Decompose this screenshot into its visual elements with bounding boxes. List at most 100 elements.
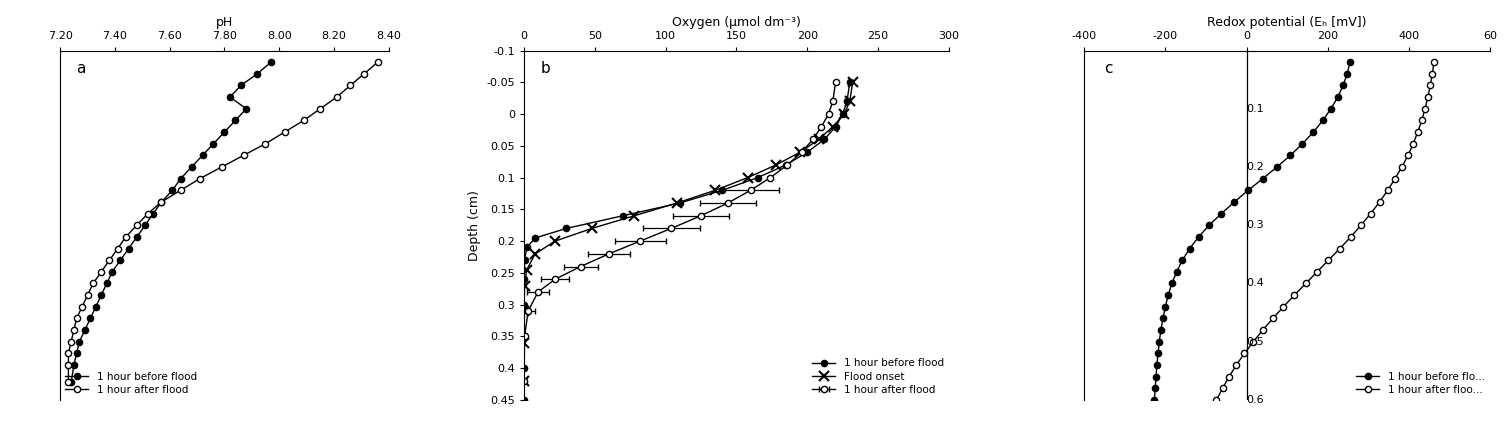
1 hour before flood: [135, 223, 154, 228]
1 hour after flood: [152, 200, 170, 205]
Flood onset: [768, 163, 786, 168]
1 hour before flood: [515, 277, 533, 282]
1 hour after floo...: [1308, 269, 1326, 274]
Flood onset: [739, 175, 757, 180]
Text: c: c: [1105, 61, 1114, 76]
1 hour before flo...: [1199, 223, 1218, 228]
1 hour before flo...: [1168, 269, 1186, 274]
Line: 1 hour after flood: 1 hour after flood: [65, 59, 381, 386]
1 hour before flo...: [1239, 188, 1257, 193]
1 hour after floo...: [1409, 130, 1427, 135]
Flood onset: [515, 340, 533, 345]
1 hour before flo...: [1147, 374, 1165, 379]
Flood onset: [706, 188, 724, 193]
1 hour before flo...: [1314, 118, 1332, 123]
Text: 0.3: 0.3: [1246, 220, 1264, 230]
Line: 1 hour before flood: 1 hour before flood: [68, 59, 274, 386]
1 hour before flood: [65, 362, 83, 368]
1 hour after flood: [62, 339, 80, 344]
X-axis label: pH: pH: [215, 16, 233, 29]
1 hour before flood: [152, 200, 170, 205]
Flood onset: [546, 239, 564, 244]
Flood onset: [515, 309, 533, 314]
1 hour before flood: [232, 83, 250, 88]
1 hour after floo...: [1342, 234, 1361, 240]
1 hour after flood: [256, 141, 274, 146]
1 hour after flood: [275, 130, 293, 135]
1 hour before flood: [98, 281, 116, 286]
Text: a: a: [77, 61, 86, 76]
1 hour before flood: [518, 245, 536, 250]
1 hour after floo...: [1254, 328, 1272, 333]
1 hour before flood: [515, 397, 533, 402]
1 hour after floo...: [1245, 339, 1263, 344]
Flood onset: [823, 124, 841, 129]
1 hour before flood: [516, 258, 534, 263]
Text: 0.2: 0.2: [1246, 162, 1264, 172]
1 hour before flo...: [1213, 211, 1231, 216]
1 hour before flood: [226, 118, 244, 123]
1 hour before flo...: [1159, 293, 1177, 298]
1 hour before flood: [194, 153, 212, 158]
Line: 1 hour before flo...: 1 hour before flo...: [1151, 59, 1353, 403]
1 hour after flood: [355, 71, 373, 76]
1 hour after floo...: [1379, 188, 1397, 193]
1 hour before flood: [515, 366, 533, 371]
1 hour before flo...: [1321, 106, 1339, 111]
Line: 1 hour before flood: 1 hour before flood: [521, 79, 853, 403]
1 hour after floo...: [1416, 106, 1434, 111]
1 hour after flood: [101, 258, 119, 263]
1 hour before flood: [748, 175, 766, 180]
1 hour before flood: [713, 188, 731, 193]
Flood onset: [527, 251, 545, 256]
1 hour before flood: [144, 211, 163, 216]
1 hour before flood: [515, 302, 533, 307]
1 hour after flood: [212, 165, 230, 170]
1 hour before flood: [182, 165, 200, 170]
1 hour after flood: [117, 234, 135, 240]
1 hour after flood: [172, 188, 190, 193]
1 hour after flood: [65, 328, 83, 333]
1 hour before flood: [215, 130, 233, 135]
Flood onset: [841, 99, 859, 104]
1 hour after floo...: [1424, 71, 1442, 76]
1 hour before flo...: [1151, 328, 1169, 333]
1 hour before flo...: [1329, 95, 1347, 100]
1 hour after flood: [74, 304, 92, 309]
Flood onset: [835, 112, 853, 117]
1 hour after floo...: [1425, 60, 1443, 65]
1 hour before flood: [87, 304, 105, 309]
1 hour after floo...: [1221, 374, 1239, 379]
1 hour after floo...: [1392, 165, 1410, 170]
1 hour before flood: [68, 351, 86, 356]
Flood onset: [844, 80, 862, 85]
Flood onset: [518, 267, 536, 272]
Flood onset: [515, 378, 533, 384]
1 hour before flood: [92, 293, 110, 298]
1 hour before flood: [62, 380, 80, 385]
1 hour before flo...: [1147, 386, 1165, 391]
1 hour before flood: [816, 137, 834, 142]
1 hour after floo...: [1264, 316, 1282, 321]
1 hour after floo...: [1413, 118, 1431, 123]
Text: b: b: [540, 61, 551, 76]
Legend: 1 hour before flo..., 1 hour after floo...: 1 hour before flo..., 1 hour after floo.…: [1356, 372, 1485, 395]
1 hour before flood: [671, 200, 689, 205]
1 hour before flo...: [1145, 397, 1163, 402]
X-axis label: Redox potential (Eₕ [mV]): Redox potential (Eₕ [mV]): [1207, 16, 1367, 29]
1 hour before flo...: [1148, 351, 1166, 356]
1 hour before flo...: [1148, 362, 1166, 368]
Text: 0.6: 0.6: [1246, 395, 1264, 405]
1 hour before flood: [128, 234, 146, 240]
1 hour after flood: [328, 95, 346, 100]
1 hour before flo...: [1225, 200, 1243, 205]
Legend: 1 hour before flood, 1 hour after flood: 1 hour before flood, 1 hour after flood: [65, 372, 197, 395]
1 hour before flo...: [1341, 60, 1359, 65]
1 hour after floo...: [1330, 246, 1348, 251]
1 hour before flood: [75, 328, 93, 333]
X-axis label: Oxygen (μmol dm⁻³): Oxygen (μmol dm⁻³): [673, 16, 801, 29]
1 hour before flo...: [1338, 71, 1356, 76]
1 hour before flo...: [1293, 141, 1311, 146]
1 hour after floo...: [1386, 176, 1404, 181]
1 hour before flo...: [1267, 165, 1285, 170]
